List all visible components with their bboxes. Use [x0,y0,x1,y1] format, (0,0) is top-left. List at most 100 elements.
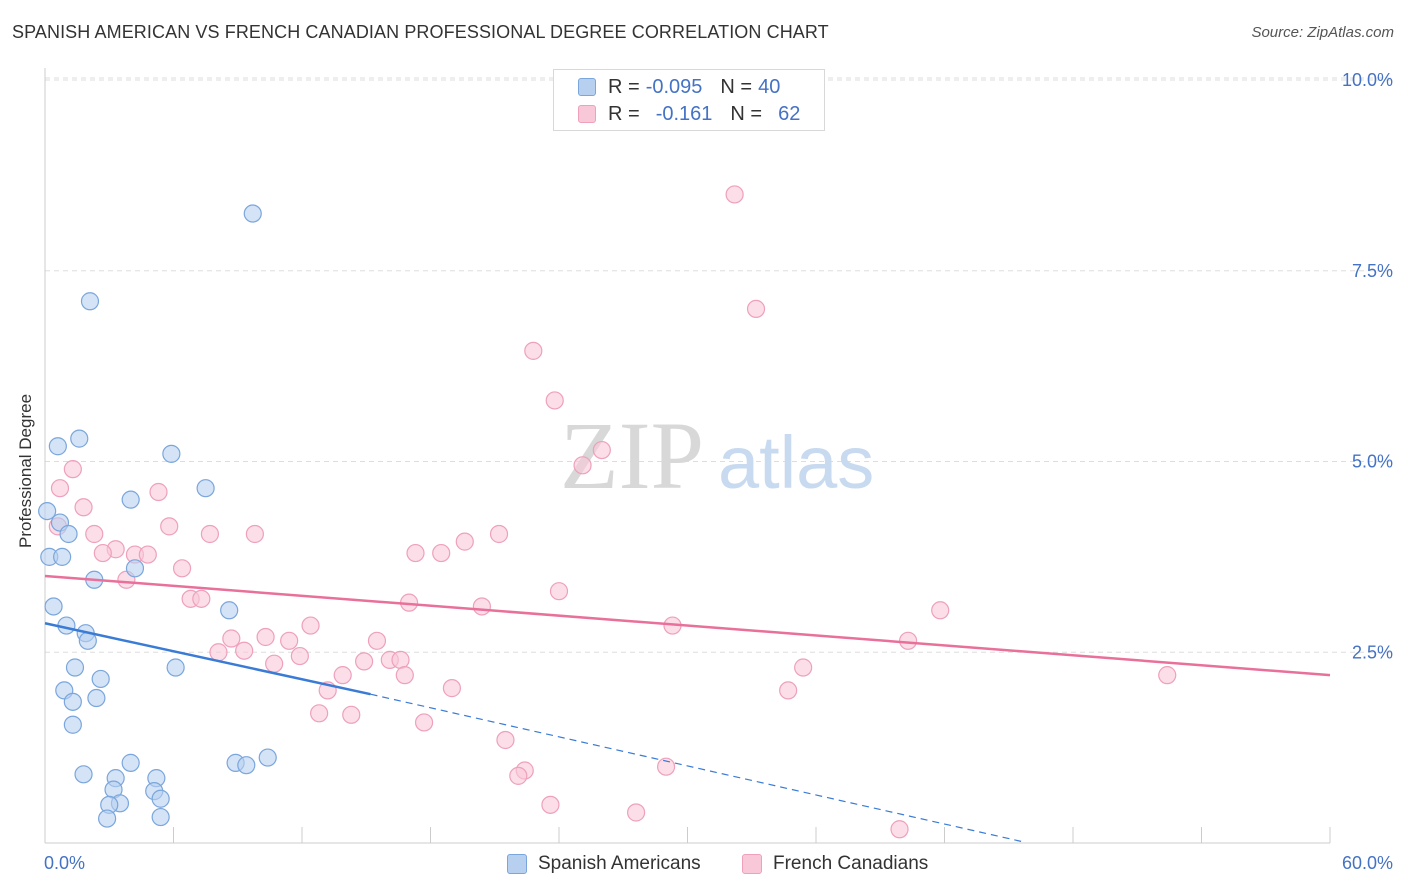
french-canadian-point [725,185,744,204]
y-axis-label: Professional Degree [16,393,35,548]
spanish-american-point [65,658,85,677]
french-canadians-trend-line [44,574,1331,677]
spanish-american-point [162,444,181,463]
french-canadian-point [573,456,592,475]
french-canadian-point [496,730,515,750]
spanish-american-point [53,547,72,566]
french-canadian-point [432,543,451,563]
legend-swatch-pink [578,105,596,123]
french-canadian-point [746,299,766,318]
french-canadian-point [779,681,798,700]
spanish-american-point [151,789,170,808]
trend-lines [44,574,1331,843]
watermark-atlas: atlas [718,421,874,504]
french-canadian-point [290,646,309,666]
french-canadians-points [48,185,1177,839]
spanish-american-point [196,479,215,498]
french-canadian-point [222,629,241,648]
french-canadian-point [592,440,611,460]
bottom-legend-swatch-blue [507,854,527,874]
french-canadian-point [626,803,646,822]
french-canadian-point [656,757,676,776]
french-canadian-point [391,650,410,669]
spanish-american-point [48,437,67,456]
french-canadian-point [63,460,82,479]
french-canadian-point [367,631,387,650]
spanish-american-point [80,292,100,311]
french-canadian-point [74,498,93,517]
french-canadian-point [301,616,320,635]
axis-layer [44,68,1331,844]
bottom-legend-swatch-pink [742,854,762,874]
grid-layer [45,77,1392,653]
french-canadian-point [200,524,220,544]
legend-r-label: R = [608,75,640,98]
french-canadian-point [50,479,70,498]
french-canadian-point [489,524,509,544]
spanish-american-point [74,765,93,784]
legend-r-value: -0.095 [645,75,703,98]
french-canadian-point [192,589,211,608]
y-tick-label: 2.5% [1352,642,1393,662]
french-canadian-point [509,766,528,785]
french-canadian-point [149,482,168,502]
french-canadian-point [794,658,813,677]
legend-r-label: R = [608,102,640,125]
french-canadian-point [172,559,192,578]
legend-swatch-blue [578,78,596,96]
french-canadian-point [209,643,228,662]
spanish-american-point [59,524,78,544]
bottom-legend-label: French Canadians [773,853,929,874]
french-canadian-point [280,631,299,650]
spanish-american-point [258,748,277,767]
spanish-american-point [87,688,106,708]
french-canadian-point [890,820,909,839]
legend-row-spanish-americans: R = -0.095 N = 40 [578,74,780,100]
spanish-american-point [166,658,185,677]
french-canadian-point [333,666,352,685]
french-canadian-point [395,666,414,685]
bottom-legend-label: Spanish Americans [538,853,701,874]
spanish-american-point [243,204,262,223]
french-canadian-point [549,582,569,601]
french-canadian-point [310,704,329,723]
french-canadian-point [472,597,491,616]
french-canadian-point [455,532,474,551]
spanish-american-point [237,756,256,775]
bottom-legend-french-canadians: French Canadians [742,852,928,876]
y-tick-label: 10.0% [1342,70,1393,90]
french-canadian-point [256,627,275,647]
french-canadian-point [138,545,157,564]
legend-n-label: N = [720,75,753,98]
spanish-american-point [121,490,140,509]
legend-n-value: 40 [758,75,781,98]
watermark: ZIP atlas [560,402,874,509]
french-canadian-point [545,391,564,410]
french-canadian-point [524,341,543,360]
correlation-legend: R = -0.095 N = 40 R = -0.161 N = 62 [553,69,825,131]
legend-n-value: 62 [778,102,801,125]
spanish-americans-trend-line [44,622,371,696]
spanish-american-point [70,429,89,448]
x-tick-label-min: 0.0% [44,853,85,873]
legend-r-value: -0.161 [655,102,713,125]
spanish-americans-points [38,204,277,828]
french-canadian-point [442,679,462,698]
french-canadian-point [1158,666,1177,685]
spanish-american-point [220,601,239,620]
tick-labels: 2.5% 5.0% 7.5% 10.0% 0.0% 60.0% [44,70,1393,873]
french-canadian-point [235,641,254,660]
spanish-american-point [125,559,145,578]
legend-row-french-canadians: R = -0.161 N = 62 [578,101,800,127]
bottom-legend-spanish-americans: Spanish Americans [507,852,701,876]
french-canadian-point [406,543,425,563]
y-tick-label: 7.5% [1352,261,1393,281]
spanish-american-point [121,753,140,772]
french-canadian-point [541,795,560,814]
chart-title: SPANISH AMERICAN VS FRENCH CANADIAN PROF… [12,22,829,42]
spanish-american-point [44,597,63,616]
french-canadian-point [931,601,950,620]
spanish-american-point [38,501,57,521]
spanish-american-point [98,809,117,828]
